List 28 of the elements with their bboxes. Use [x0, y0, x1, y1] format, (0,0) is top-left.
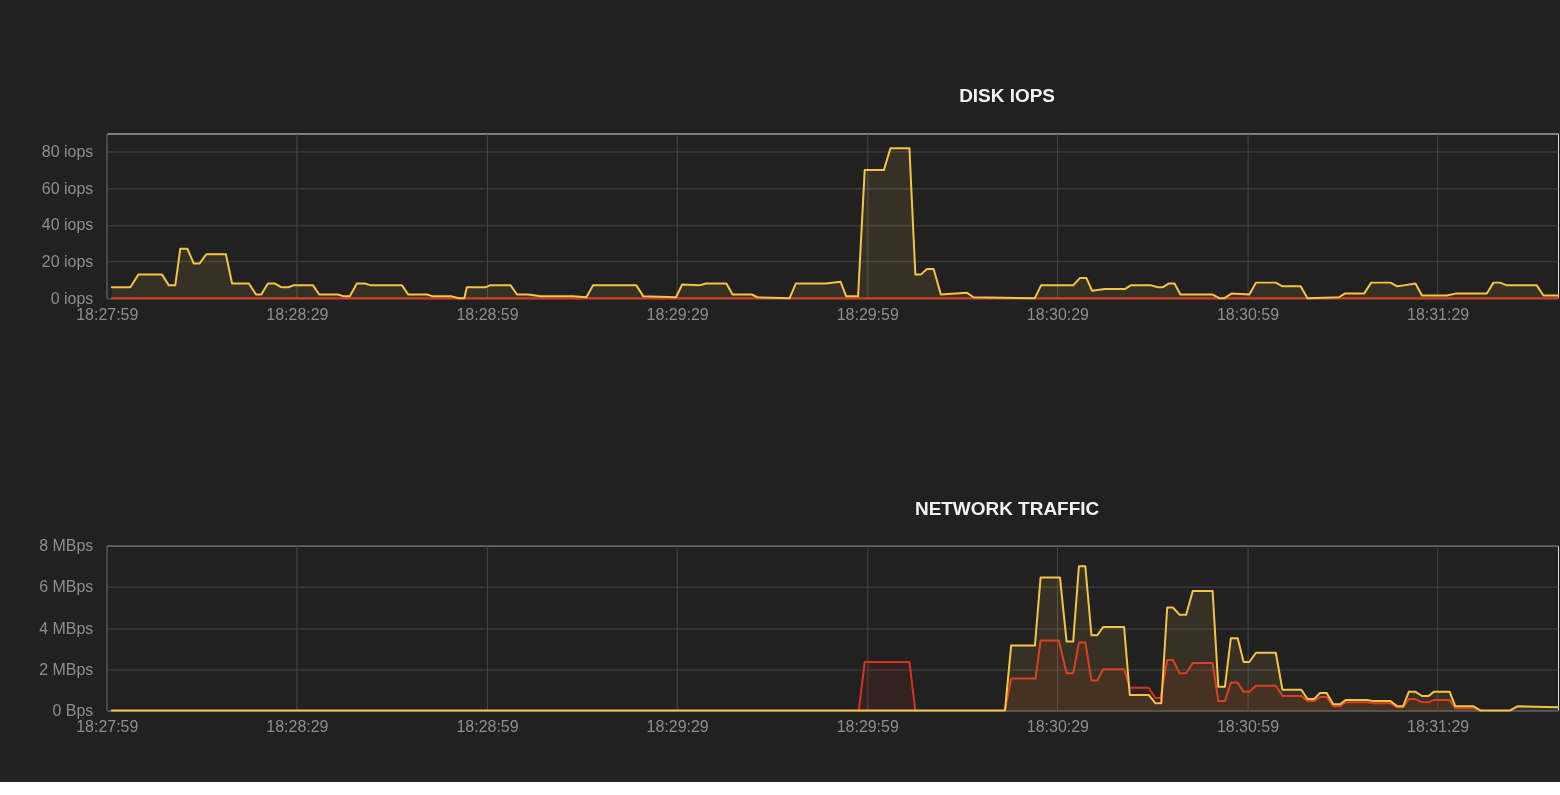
x-tick-label: 18:30:59: [1216, 305, 1280, 323]
y-tick-label: 2 MBps: [39, 660, 94, 678]
x-tick-label: 18:29:29: [646, 305, 709, 323]
y-tick-label: 6 MBps: [39, 578, 94, 596]
x-tick-label: 18:27:59: [76, 305, 139, 323]
x-tick-label: 18:28:29: [266, 717, 329, 735]
x-tick-label: 18:31:29: [1407, 717, 1470, 735]
y-tick-label: 20 iops: [41, 253, 94, 271]
x-tick-label: 18:27:59: [76, 717, 139, 735]
chart-title: NETWORK TRAFFIC: [914, 497, 1100, 519]
x-tick-label: 18:29:29: [646, 717, 709, 735]
x-tick-label: 18:28:29: [266, 305, 329, 323]
x-tick-label: 18:28:59: [456, 305, 519, 323]
y-tick-label: 40 iops: [41, 216, 94, 234]
y-tick-label: 60 iops: [41, 179, 94, 197]
x-tick-label: 18:28:59: [456, 717, 519, 735]
x-tick-label: 18:30:59: [1216, 717, 1280, 735]
y-tick-label: 0 Bps: [52, 701, 94, 719]
y-tick-label: 80 iops: [41, 143, 94, 161]
x-tick-label: 18:30:29: [1026, 305, 1090, 323]
y-tick-label: 8 MBps: [39, 537, 94, 555]
x-tick-label: 18:31:29: [1407, 305, 1470, 323]
y-tick-label: 4 MBps: [39, 619, 94, 637]
x-tick-label: 18:29:59: [836, 305, 899, 323]
chart-title: DISK IOPS: [959, 84, 1055, 106]
x-tick-label: 18:29:59: [836, 717, 899, 735]
y-tick-label: 0 iops: [50, 289, 94, 307]
x-tick-label: 18:30:29: [1026, 717, 1090, 735]
